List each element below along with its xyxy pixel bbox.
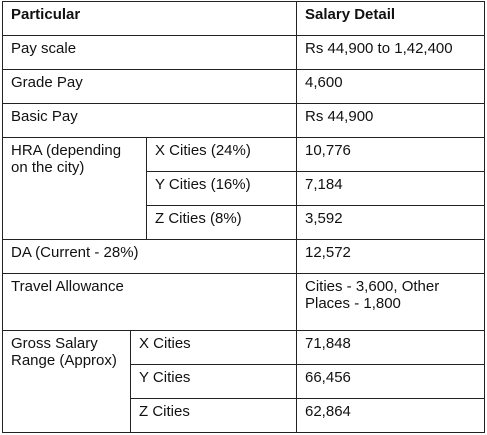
gross-value-z: 62,864 — [296, 397, 485, 434]
table-row-hra-x: HRA (depending on the city) X Cities (24… — [2, 136, 485, 240]
header-particular: Particular — [2, 1, 297, 36]
da-label: DA (Current - 28%) — [2, 238, 297, 274]
hra-value-x: 10,776 — [296, 136, 485, 172]
grade-pay-value: 4,600 — [296, 68, 485, 104]
hra-city-x: X Cities (24%) — [146, 136, 297, 172]
table-row-pay-scale: Pay scale Rs 44,900 to 1,42,400 — [2, 34, 485, 70]
table-row-basic-pay: Basic Pay Rs 44,900 — [2, 102, 485, 138]
table-row-hra-y: Y Cities (16%) 7,184 — [3, 170, 485, 206]
pay-scale-value: Rs 44,900 to 1,42,400 — [296, 34, 485, 70]
gross-value-y: 66,456 — [296, 364, 485, 399]
hra-value-y: 7,184 — [296, 170, 485, 206]
table-row-gross-y: Y Cities 66,456 — [3, 364, 485, 399]
header-salary-detail: Salary Detail — [296, 1, 485, 36]
da-value: 12,572 — [296, 238, 485, 274]
pay-scale-label: Pay scale — [2, 34, 297, 70]
grade-pay-label: Grade Pay — [2, 68, 297, 104]
table-row-grade-pay: Grade Pay 4,600 — [2, 68, 485, 104]
table-header-row: Particular Salary Detail — [2, 1, 485, 36]
gross-city-x: X Cities — [130, 330, 297, 366]
gross-city-z: Z Cities — [130, 397, 297, 434]
table-row-hra-z: Z Cities (8%) 3,592 — [3, 204, 485, 240]
table-row-gross-z: Z Cities 62,864 — [3, 397, 485, 434]
hra-city-y: Y Cities (16%) — [146, 170, 297, 206]
travel-value: Cities - 3,600, Other Places - 1,800 — [296, 272, 485, 332]
basic-pay-value: Rs 44,900 — [296, 102, 485, 138]
table-row-travel: Travel Allowance Cities - 3,600, Other P… — [2, 272, 485, 332]
table-row-gross-x: Gross Salary Range (Approx) X Cities 71,… — [2, 330, 485, 433]
table-row-da: DA (Current - 28%) 12,572 — [2, 238, 485, 274]
hra-city-z: Z Cities (8%) — [146, 204, 297, 240]
gross-city-y: Y Cities — [130, 364, 297, 399]
basic-pay-label: Basic Pay — [2, 102, 297, 138]
hra-label: HRA (depending on the city) — [2, 136, 147, 240]
gross-value-x: 71,848 — [296, 330, 485, 366]
hra-value-z: 3,592 — [296, 204, 485, 240]
gross-label: Gross Salary Range (Approx) — [2, 330, 131, 433]
travel-label: Travel Allowance — [2, 272, 297, 332]
